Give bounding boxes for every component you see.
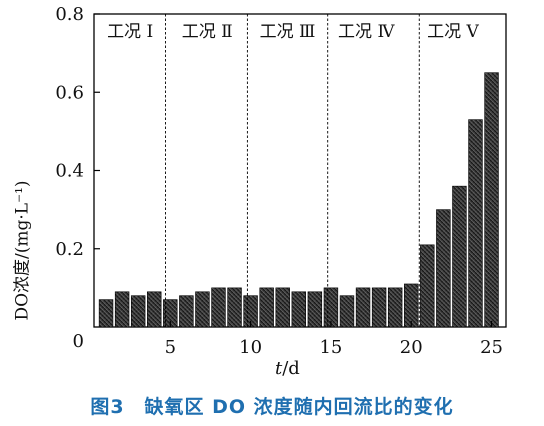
bar-day-24 [468,119,483,328]
bar-day-9 [227,287,242,328]
figure-caption: 图3 缺氧区 DO 浓度随内回流比的变化 [90,396,454,418]
y-tick-label: 0.8 [55,4,84,25]
bar-day-25 [484,72,499,328]
bar-day-22 [436,209,451,328]
bar-day-16 [339,295,355,328]
x-axis-label-var: t [275,358,283,379]
y-axis-ticks: 0 0.2 0.4 0.6 0.8 [55,4,100,352]
x-axis-ticks: 5 10 15 20 25 [165,321,503,358]
x-axis-label-unit: /d [282,358,300,379]
phase-label-5: 工况 Ⅴ [427,22,479,42]
bar-day-8 [211,287,226,328]
phase-label-2: 工况 Ⅱ [182,22,233,42]
x-tick-label: 25 [480,337,503,358]
phase-label-4: 工况 Ⅳ [338,22,395,42]
y-tick-label: 0.4 [55,161,84,182]
y-tick-label: 0.6 [55,82,84,103]
bar-day-3 [130,295,146,328]
y-axis-label-text: DO浓度/(mg·L⁻¹) [12,179,33,321]
bar-day-21 [420,244,435,328]
x-tick-label: 10 [239,337,262,358]
bar-day-7 [195,291,210,328]
bar-day-17 [355,287,371,328]
bar-day-13 [291,291,307,328]
bar-day-6 [179,295,194,328]
bar-day-20 [404,283,419,328]
bar-day-23 [452,185,467,328]
bar-day-11 [259,287,274,328]
x-axis-label: t/d [275,358,300,379]
x-tick-label: 5 [165,337,176,358]
bar-day-2 [114,291,130,328]
phase-label-3: 工况 Ⅲ [260,22,316,42]
bars-group [98,72,499,328]
phase-label-1: 工况 Ⅰ [107,22,153,42]
y-tick-label: 0 [73,331,84,352]
chart-svg: 工况 Ⅰ 工况 Ⅱ 工况 Ⅲ 工况 Ⅳ 工况 Ⅴ 0 0.2 0.4 0.6 0.8 5 10 15… [55,4,507,358]
x-tick-label: 20 [400,337,423,358]
y-tick-label: 0.2 [55,239,84,260]
bar-day-1 [98,299,114,328]
x-tick-label: 15 [319,337,342,358]
phase-labels: 工况 Ⅰ 工况 Ⅱ 工况 Ⅲ 工况 Ⅳ 工况 Ⅴ [107,22,479,42]
y-axis-label: DO浓度/(mg·L⁻¹) [9,150,33,350]
bar-day-18 [371,287,387,328]
phase-dividers [165,14,420,327]
bar-day-12 [275,287,290,328]
bar-day-19 [387,287,403,328]
bar-day-4 [147,291,162,328]
bar-day-14 [307,291,323,328]
